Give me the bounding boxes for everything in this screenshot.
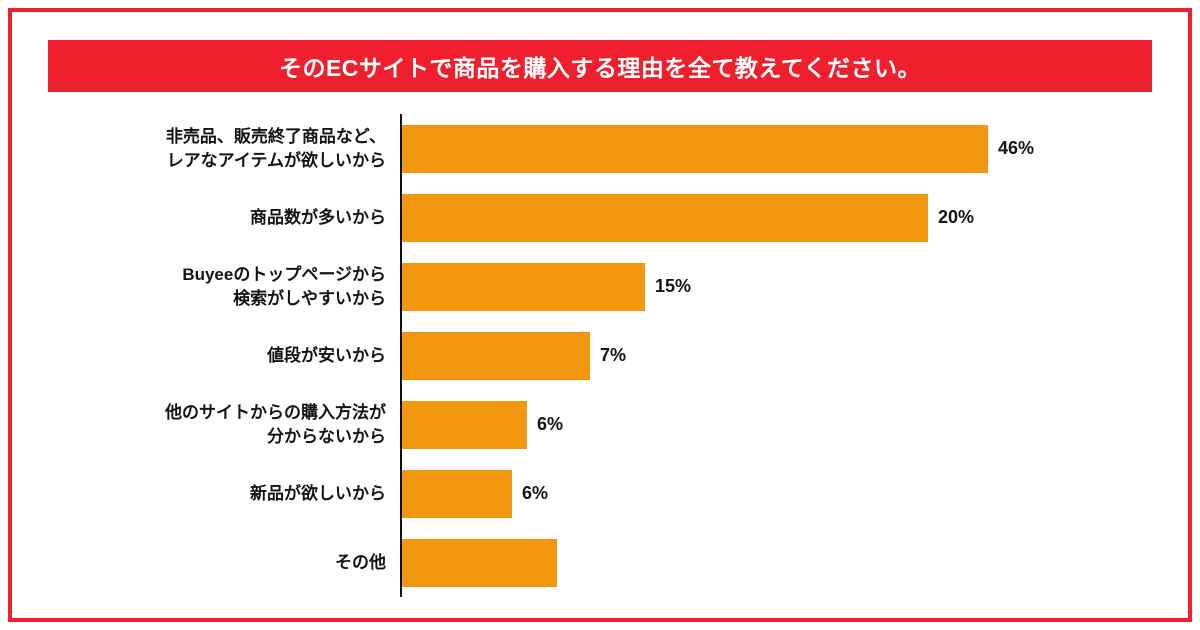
- bar: [402, 469, 512, 518]
- value-label: 46%: [998, 138, 1035, 158]
- category-label: 商品数が多いから: [250, 207, 386, 227]
- bar: [402, 538, 557, 587]
- bar-track: 6%: [400, 459, 1188, 528]
- bar-track: 7%: [400, 321, 1188, 390]
- chart-row: 新品が欲しいから 6%: [12, 459, 1188, 528]
- chart-row: 非売品、販売終了商品など、 レアなアイテムが欲しいから 46%: [12, 114, 1188, 183]
- category-label: Buyeeのトップページから 検索がしやすいから: [182, 264, 386, 308]
- chart-row: 商品数が多いから 20%: [12, 183, 1188, 252]
- chart-row: その他: [12, 528, 1188, 597]
- category-label: 非売品、販売終了商品など、 レアなアイテムが欲しいから: [165, 126, 386, 170]
- bar-track: 15%: [400, 252, 1188, 321]
- bar-track: 46%: [400, 114, 1188, 183]
- bar: [402, 331, 590, 380]
- bar: [402, 124, 988, 173]
- chart-row: 他のサイトからの購入方法が 分からないから 6%: [12, 390, 1188, 459]
- value-label: 6%: [522, 483, 549, 503]
- bar: [402, 400, 527, 449]
- value-label: 6%: [537, 414, 564, 434]
- chart-title: そのECサイトで商品を購入する理由を全て教えてください。: [278, 55, 922, 81]
- bar: [402, 262, 645, 311]
- category-label: 他のサイトからの購入方法が 分からないから: [165, 402, 386, 446]
- chart-row: 値段が安いから 7%: [12, 321, 1188, 390]
- bar: [402, 193, 928, 242]
- card-frame: そのECサイトで商品を購入する理由を全て教えてください。 非売品、販売終了商品な…: [8, 8, 1192, 622]
- bar-track: 6%: [400, 390, 1188, 459]
- category-label: 値段が安いから: [267, 345, 386, 365]
- category-label: 新品が欲しいから: [250, 483, 386, 503]
- value-label: 15%: [655, 276, 692, 296]
- bar-track: 20%: [400, 183, 1188, 252]
- category-label: その他: [335, 552, 386, 572]
- bar-track: [400, 528, 1188, 597]
- value-label: 7%: [600, 345, 627, 365]
- chart-row: Buyeeのトップページから 検索がしやすいから 15%: [12, 252, 1188, 321]
- question-banner: そのECサイトで商品を購入する理由を全て教えてください。: [48, 40, 1152, 92]
- value-label: 20%: [938, 207, 975, 227]
- bar-chart: 非売品、販売終了商品など、 レアなアイテムが欲しいから 46% 商品数が多いから…: [12, 114, 1188, 597]
